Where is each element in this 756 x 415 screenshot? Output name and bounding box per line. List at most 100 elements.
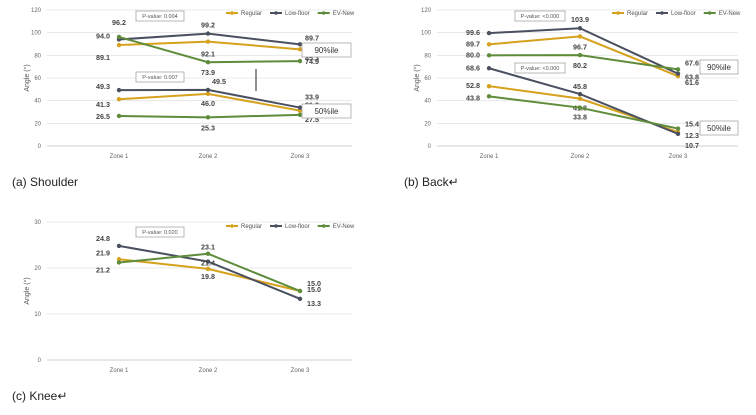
data-label: 21.9 bbox=[96, 248, 110, 257]
data-label: 19.8 bbox=[201, 272, 215, 281]
legend-label: Regular bbox=[627, 11, 648, 17]
data-label: 33.9 bbox=[305, 93, 319, 102]
data-point bbox=[486, 30, 492, 36]
y-tick-label: 80 bbox=[424, 53, 431, 59]
y-axis-label: Angle (°) bbox=[413, 64, 421, 91]
chart-panel: 0 10 20 30 Angle (°) Zone 1 Zone 2 Zone 3 21.9 19… bbox=[23, 220, 355, 374]
y-tick-label: 0 bbox=[428, 144, 432, 150]
data-label: 63.8 bbox=[685, 73, 699, 82]
data-label: 99.2 bbox=[201, 21, 215, 30]
data-point bbox=[116, 257, 122, 262]
data-label: 73.9 bbox=[201, 68, 215, 77]
percentile-label: 90%ile bbox=[707, 63, 732, 72]
data-point bbox=[297, 42, 303, 47]
data-point bbox=[116, 96, 122, 102]
data-label: 67.6 bbox=[685, 58, 699, 67]
data-label: 49.5 bbox=[212, 77, 226, 86]
data-label: 12.3 bbox=[685, 131, 699, 140]
data-label: 24.8 bbox=[96, 234, 110, 243]
data-point bbox=[577, 105, 583, 110]
data-point bbox=[577, 26, 583, 31]
p-value-label: P-value: 0.020 bbox=[142, 230, 177, 236]
data-label: 74.9 bbox=[305, 57, 319, 66]
data-point bbox=[675, 67, 681, 72]
data-point bbox=[205, 60, 211, 65]
data-label: 99.6 bbox=[466, 28, 480, 37]
data-point bbox=[297, 47, 303, 52]
p-value-box bbox=[514, 10, 566, 22]
data-point bbox=[675, 71, 681, 76]
y-tick-label: 80 bbox=[34, 53, 41, 59]
data-point bbox=[297, 296, 303, 302]
percentile-label: 50%ile bbox=[707, 124, 732, 133]
y-tick-label: 20 bbox=[34, 121, 41, 127]
data-point bbox=[205, 115, 211, 120]
legend-marker bbox=[274, 224, 278, 228]
percentile-label: 50%ile bbox=[314, 107, 339, 116]
x-tick-label: Zone 3 bbox=[669, 154, 688, 160]
p-value-label: P-value: <0.000 bbox=[521, 66, 560, 72]
data-point bbox=[486, 94, 492, 99]
p-value-box bbox=[135, 10, 185, 22]
data-label: 103.9 bbox=[571, 15, 589, 24]
y-tick-label: 100 bbox=[421, 31, 432, 37]
x-tick-label: Zone 3 bbox=[291, 368, 310, 374]
data-label: 52.8 bbox=[466, 81, 480, 90]
data-label: 89.1 bbox=[96, 53, 110, 62]
percentile-tag bbox=[699, 120, 739, 136]
data-point bbox=[577, 34, 583, 39]
data-point bbox=[205, 31, 211, 36]
legend-label: Regular bbox=[241, 224, 262, 230]
data-label: 89.7 bbox=[305, 33, 319, 42]
percentile-tag bbox=[301, 103, 352, 119]
data-point bbox=[116, 42, 122, 48]
y-axis-label: Angle (°) bbox=[23, 277, 31, 304]
legend-marker bbox=[616, 11, 620, 15]
data-label: 21.4 bbox=[201, 259, 215, 268]
x-tick-label: Zone 1 bbox=[110, 154, 129, 160]
x-tick-label: Zone 1 bbox=[110, 368, 129, 374]
data-label: 96.7 bbox=[573, 42, 587, 51]
legend-marker bbox=[707, 11, 712, 15]
legend-marker bbox=[321, 224, 326, 228]
data-label: 33.8 bbox=[573, 113, 587, 122]
caption-knee: (c) Knee↵ bbox=[12, 389, 68, 403]
data-point bbox=[297, 105, 303, 110]
y-tick-label: 120 bbox=[31, 8, 42, 14]
chart-panel: 0 20 40 60 80 100 120 Angle (°) Zone 1 Zone 2 Zone… bbox=[413, 8, 741, 160]
p-value-label: P-value: 0.004 bbox=[142, 14, 177, 20]
data-label: 26.5 bbox=[96, 112, 110, 121]
data-point bbox=[577, 52, 583, 58]
data-point bbox=[486, 53, 492, 58]
data-label: 80.0 bbox=[466, 50, 480, 59]
data-point bbox=[205, 266, 211, 272]
x-tick-label: Zone 2 bbox=[199, 368, 218, 374]
percentile-label: 90%ile bbox=[314, 46, 339, 55]
p-value-box bbox=[514, 62, 566, 74]
data-point bbox=[486, 83, 492, 89]
data-label: 68.6 bbox=[466, 63, 480, 72]
data-label: 96.2 bbox=[112, 18, 126, 27]
legend-label: EV-New bbox=[333, 11, 355, 17]
y-tick-label: 60 bbox=[424, 76, 431, 82]
legend-label: Regular bbox=[241, 11, 262, 17]
data-label: 85.3 bbox=[305, 53, 319, 62]
x-tick-label: Zone 1 bbox=[480, 154, 499, 160]
y-tick-label: 10 bbox=[34, 312, 41, 318]
data-label: 45.8 bbox=[573, 82, 587, 91]
data-label: 80.2 bbox=[573, 61, 587, 70]
legend-label: Low-floor bbox=[285, 224, 310, 230]
data-point bbox=[116, 243, 122, 249]
p-value-box bbox=[135, 226, 185, 238]
caption-back: (b) Back↵ bbox=[404, 175, 459, 189]
y-tick-label: 0 bbox=[38, 144, 42, 150]
y-axis-label: Angle (°) bbox=[23, 64, 31, 91]
y-tick-label: 40 bbox=[424, 99, 431, 105]
data-point bbox=[205, 91, 211, 97]
p-value-label: P-value: <0.000 bbox=[521, 14, 560, 20]
p-value-box bbox=[135, 71, 185, 83]
data-point bbox=[205, 259, 211, 264]
data-label: 27.5 bbox=[305, 115, 319, 124]
legend-label: Low-floor bbox=[285, 11, 310, 17]
y-tick-label: 120 bbox=[421, 8, 432, 14]
